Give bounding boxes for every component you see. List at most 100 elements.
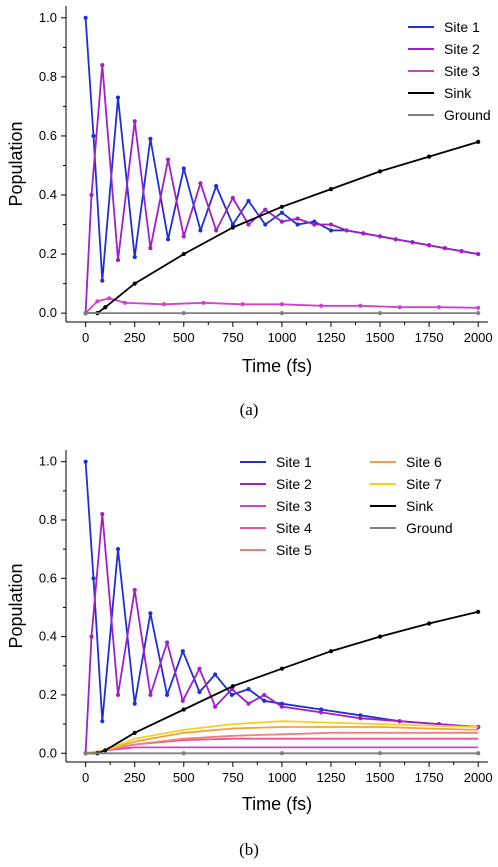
series-line-site-2 — [84, 64, 479, 314]
data-point-site-2 — [181, 234, 186, 239]
data-point-site-2 — [198, 181, 203, 186]
data-point-site-1 — [246, 198, 251, 204]
data-point-ground — [476, 751, 481, 756]
y-tick-label: 0.0 — [39, 305, 57, 320]
data-point-sink — [132, 281, 137, 286]
data-point-site-2 — [132, 119, 137, 124]
data-point-site-2 — [132, 587, 137, 593]
data-point-site-2 — [410, 240, 415, 245]
data-point-site-1 — [91, 576, 96, 581]
data-point-sink — [181, 251, 186, 257]
data-point-site-2 — [263, 207, 268, 212]
data-point-site-2 — [89, 192, 94, 198]
data-point-sink — [279, 666, 285, 671]
data-point-site-3 — [358, 303, 363, 308]
x-tick-label: 2000 — [464, 770, 493, 785]
data-point-site-1 — [165, 237, 171, 242]
data-point-site-1 — [115, 547, 121, 552]
series-line-site-6 — [85, 726, 479, 755]
data-point-site-3 — [201, 300, 206, 305]
x-tick-label: 500 — [173, 330, 195, 345]
data-point-site-2 — [165, 157, 171, 162]
data-point-site-2 — [344, 228, 349, 233]
data-point-sink — [279, 204, 285, 209]
data-point-site-2 — [246, 222, 251, 227]
legend-label: Site 2 — [444, 41, 480, 57]
data-point-site-1 — [279, 210, 285, 215]
x-tick-label: 2000 — [464, 330, 493, 345]
data-point-site-2 — [89, 634, 94, 639]
data-point-site-3 — [476, 305, 481, 310]
y-tick-label: 0.0 — [39, 745, 57, 760]
x-axis-label: Time (fs) — [242, 794, 312, 814]
panel-caption: (b) — [239, 840, 259, 859]
data-point-site-1 — [319, 707, 324, 712]
data-point-site-2 — [148, 246, 153, 251]
x-axis-label: Time (fs) — [242, 356, 312, 376]
x-tick-label: 250 — [124, 330, 146, 345]
data-point-site-2 — [115, 692, 121, 698]
data-point-sink — [427, 154, 432, 159]
data-point-site-2 — [100, 62, 105, 68]
y-tick-label: 0.6 — [39, 570, 57, 585]
data-point-site-2 — [328, 222, 334, 227]
data-point-site-2 — [213, 704, 218, 709]
x-tick-label: 1250 — [317, 330, 346, 345]
data-point-sink — [377, 169, 383, 174]
data-point-site-1 — [328, 228, 334, 233]
data-point-site-2 — [279, 704, 285, 709]
data-point-site-1 — [164, 692, 170, 698]
data-point-sink — [103, 305, 108, 310]
data-point-site-1 — [91, 133, 96, 139]
data-point-site-2 — [361, 231, 366, 236]
data-point-ground — [83, 751, 88, 756]
data-point-site-2 — [246, 701, 251, 706]
data-point-site-3 — [319, 303, 324, 308]
y-tick-label: 0.2 — [39, 687, 57, 702]
chart-panel-1: 0.0 0.2 0.4 0.6 0.8 1.0 0 250 500 750 1000 1250 1500… — [6, 6, 493, 419]
data-point-sink — [427, 621, 432, 626]
legend-label: Site 1 — [444, 19, 480, 35]
data-point-ground — [279, 751, 285, 756]
legend-label: Site 3 — [444, 63, 480, 79]
data-point-sink — [476, 139, 481, 144]
data-point-site-2 — [476, 251, 481, 257]
data-point-site-1 — [132, 254, 137, 260]
data-point-site-2 — [180, 698, 185, 703]
data-point-site-1 — [148, 611, 153, 616]
data-point-site-1 — [230, 222, 235, 227]
data-point-sink — [230, 225, 235, 230]
data-point-site-1 — [132, 701, 137, 706]
data-point-site-2 — [377, 234, 383, 239]
data-point-site-2 — [230, 195, 235, 201]
data-point-site-2 — [164, 640, 170, 645]
panel-caption: (a) — [240, 400, 259, 419]
legend-label: Sink — [444, 85, 472, 101]
data-point-site-1 — [100, 278, 105, 283]
data-point-site-2 — [197, 666, 202, 671]
data-point-site-2 — [279, 219, 285, 224]
data-point-site-1 — [262, 698, 267, 703]
data-point-sink — [377, 634, 383, 639]
y-tick-label: 1.0 — [39, 10, 57, 25]
y-axis-label: Population — [6, 563, 26, 648]
x-tick-label: 1500 — [366, 330, 395, 345]
x-tick-label: 0 — [82, 770, 89, 785]
data-point-site-3 — [436, 305, 442, 310]
data-point-site-1 — [358, 713, 363, 718]
x-tick-label: 750 — [222, 770, 244, 785]
y-tick-label: 0.8 — [39, 512, 57, 527]
data-point-ground — [83, 311, 88, 316]
y-axis-label: Population — [6, 121, 26, 206]
x-tick-label: 500 — [173, 770, 195, 785]
data-point-site-2 — [312, 222, 317, 227]
y-tick-label: 0.4 — [39, 187, 57, 202]
data-point-site-2 — [100, 512, 105, 517]
x-tick-label: 1750 — [415, 330, 444, 345]
x-tick-label: 750 — [222, 330, 244, 345]
legend-label: Site 5 — [276, 542, 312, 558]
data-point-ground — [377, 751, 383, 756]
data-point-site-1 — [115, 95, 121, 100]
legend-label: Site 4 — [276, 520, 312, 536]
